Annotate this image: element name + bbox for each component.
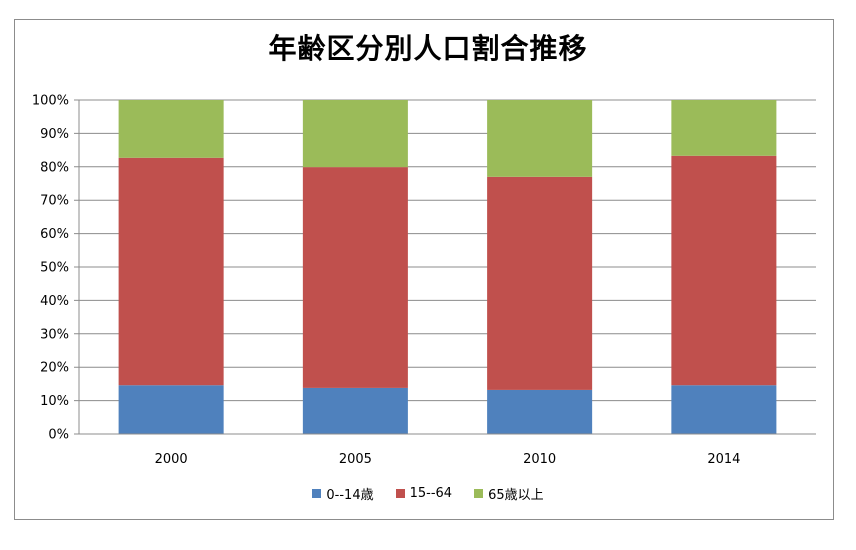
y-tick-label: 20% (40, 361, 69, 376)
legend-label: 65歳以上 (488, 488, 544, 503)
bar-segment (302, 387, 408, 434)
bar-segment (487, 100, 593, 177)
bar-segment (118, 157, 224, 386)
bar-segment (671, 155, 777, 386)
legend-label: 15--64 (409, 486, 453, 501)
y-tick-label: 100% (32, 94, 69, 109)
y-tick-label: 30% (40, 327, 69, 342)
x-tick-label: 2000 (155, 452, 188, 467)
legend-label: 0--14歳 (326, 488, 374, 503)
y-tick-label: 10% (40, 394, 69, 409)
x-tick-label: 2010 (523, 452, 556, 467)
y-tick-label: 0% (48, 428, 69, 443)
legend-item: 0--14歳 (312, 484, 374, 503)
legend-item: 65歳以上 (474, 484, 544, 503)
bar-segment (302, 100, 408, 168)
legend: 0--14歳 15--64 65歳以上 (0, 484, 856, 503)
x-tick-label: 2014 (707, 452, 740, 467)
bar-segment (671, 385, 777, 434)
y-tick-label: 70% (40, 194, 69, 209)
chart-title: 年齢区分別人口割合推移 (268, 32, 588, 65)
bar-segment (118, 385, 224, 434)
y-tick-label: 40% (40, 294, 69, 309)
bar-segment (487, 176, 593, 390)
y-tick-label: 90% (40, 127, 69, 142)
legend-swatch (312, 489, 322, 498)
bar-segment (671, 100, 777, 156)
y-tick-label: 80% (40, 160, 69, 175)
legend-swatch (474, 489, 484, 498)
bar-segment (302, 167, 408, 388)
x-tick-label: 2005 (339, 452, 372, 467)
y-tick-label: 60% (40, 227, 69, 242)
bar-segment (118, 100, 224, 158)
legend-item: 15--64 (395, 486, 453, 501)
bar-segment (487, 389, 593, 434)
y-tick-label: 50% (40, 261, 69, 276)
legend-swatch (395, 489, 405, 498)
